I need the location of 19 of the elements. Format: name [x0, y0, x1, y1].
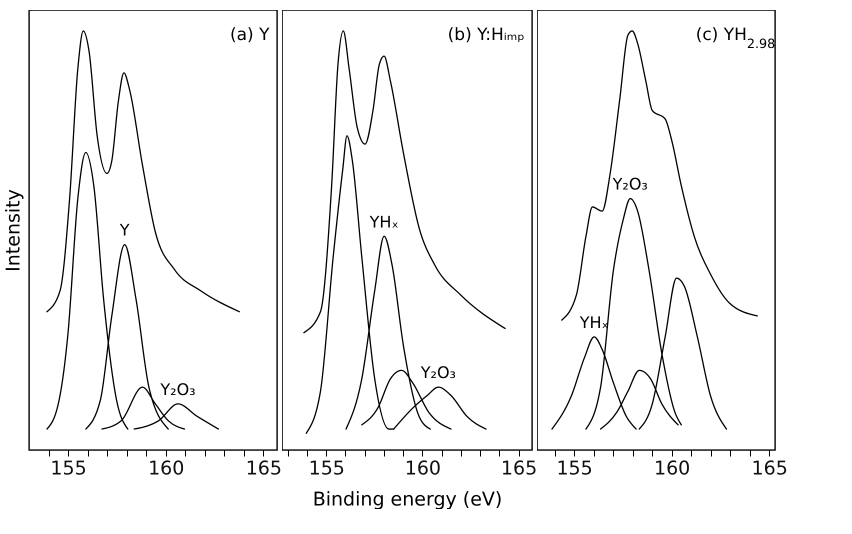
x-tick-label: 155 [308, 458, 345, 480]
x-tick-label: 160 [404, 458, 442, 480]
x-tick-label: 165 [500, 458, 538, 480]
annotation: YHₓ [578, 312, 609, 332]
x-tick-label: 165 [752, 458, 788, 480]
chart-title: (c) YH$_{2.98}$ [696, 25, 776, 52]
x-tick-label: 165 [246, 458, 282, 480]
annotation: Y₂O₃ [159, 380, 196, 399]
x-tick-label: 155 [50, 458, 87, 480]
x-tick-label: 155 [556, 458, 593, 480]
annotation: Y [118, 220, 130, 240]
annotation: Y₂O₃ [420, 363, 456, 382]
annotation: Y₂O₃ [612, 174, 648, 194]
annotation: YHₓ [368, 212, 399, 232]
y-axis-title: Intensity [2, 189, 24, 272]
chart-title: (b) Y:Hᵢₘₚ [448, 25, 525, 45]
chart-title: (a) Y [230, 25, 270, 45]
x-tick-label: 160 [148, 458, 184, 480]
x-tick-label: 160 [654, 458, 690, 480]
